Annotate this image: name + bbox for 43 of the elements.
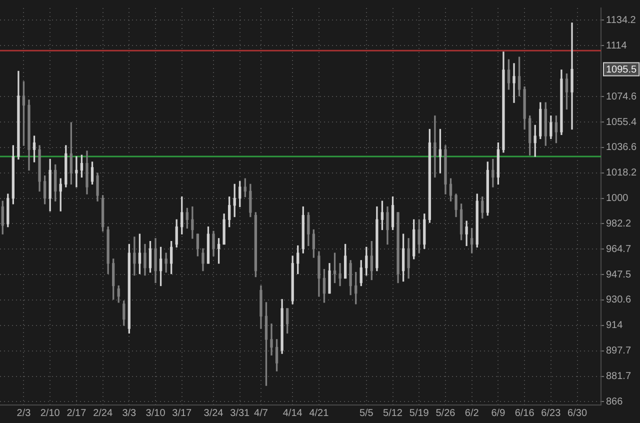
x-tick-label: 6/16	[514, 408, 535, 419]
y-tick-label: 1074.6	[606, 91, 638, 102]
x-tick-label: 2/3	[16, 408, 32, 419]
y-tick-label: 1000	[606, 193, 629, 204]
x-tick-label: 2/10	[40, 408, 60, 419]
candlestick	[434, 116, 436, 178]
y-tick-label: 964.7	[606, 244, 632, 255]
candlestick	[164, 252, 168, 273]
x-tick-label: 3/10	[146, 408, 166, 419]
candlestick	[570, 22, 574, 130]
y-tick-label: 1114	[606, 40, 628, 52]
y-tick-label: 866	[606, 396, 624, 408]
y-tick-label: 1036.6	[606, 142, 638, 154]
x-tick-label: 5/19	[409, 408, 430, 419]
x-tick-label: 5/26	[436, 408, 456, 419]
y-tick-label: 1055.4	[606, 116, 638, 128]
x-tick-label: 2/17	[66, 408, 87, 419]
y-tick-label: 1134.2	[606, 14, 636, 26]
x-tick-label: 6/2	[464, 408, 480, 419]
candlestick	[512, 63, 516, 103]
y-tick-label: 982.2	[606, 218, 632, 230]
y-tick-label: 881.7	[606, 371, 632, 382]
candlestick	[338, 263, 342, 286]
candlestick	[75, 156, 78, 188]
y-tick-label: 897.7	[606, 346, 632, 357]
x-tick-label: 5/12	[383, 408, 403, 419]
y-tick-label: 947.5	[606, 269, 632, 280]
x-tick-label: 5/5	[359, 408, 374, 419]
x-tick-label: 3/3	[122, 408, 137, 419]
x-tick-label: 3/24	[204, 408, 224, 419]
y-tick-label: 930.6	[606, 294, 632, 306]
annotation: 1095.5	[606, 64, 638, 76]
x-tick-label: 6/30	[568, 408, 588, 419]
x-tick-label: 4/14	[282, 408, 303, 419]
y-tick-label: 1018.2	[606, 168, 638, 179]
x-tick-label: 6/9	[491, 408, 506, 419]
x-tick-label: 6/23	[541, 408, 562, 419]
x-tick-label: 4/7	[254, 408, 268, 419]
y-tick-label: 914	[606, 320, 624, 332]
x-tick-label: 3/31	[230, 408, 250, 419]
x-tick-label: 3/17	[172, 408, 192, 419]
x-tick-label: 4/21	[309, 408, 330, 419]
x-tick-label: 2/24	[93, 408, 113, 419]
